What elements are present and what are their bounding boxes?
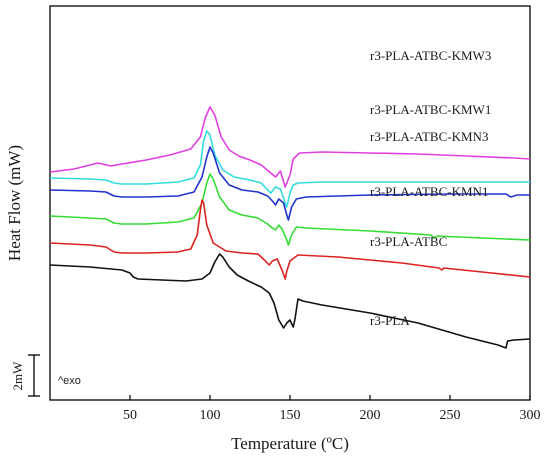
series-line-r3-pla-atbc-kmw1 <box>49 130 530 208</box>
x-tick-label: 100 <box>200 408 221 423</box>
series-label-r3-pla-atbc-kmn1: r3-PLA-ATBC-KMN1 <box>370 184 488 199</box>
scale-bar-label: 2mW <box>10 361 25 391</box>
x-axis-ticks: 50 100 150 200 250 300 <box>123 395 541 423</box>
series-line-r3-pla-atbc-kmn3 <box>49 146 530 221</box>
curves-layer <box>49 106 531 349</box>
series-line-r3-pla-atbc-kmn1 <box>49 173 531 246</box>
plot-frame <box>49 5 531 401</box>
x-axis-title: Temperature (ºC) <box>231 434 349 453</box>
y-axis-title: Heat Flow (mW) <box>5 145 24 261</box>
series-labels-layer: r3-PLA-ATBC-KMW3 r3-PLA-ATBC-KMW1 r3-PLA-A… <box>370 48 491 328</box>
x-tick-label: 200 <box>360 408 381 423</box>
series-label-r3-pla-atbc: r3-PLA-ATBC <box>370 234 447 249</box>
x-tick-label: 300 <box>520 408 541 423</box>
series-label-r3-pla-atbc-kmw1: r3-PLA-ATBC-KMW1 <box>370 102 491 117</box>
series-label-r3-pla: r3-PLA <box>370 313 410 328</box>
scale-bar: 2mW <box>10 354 40 397</box>
series-line-r3-pla-atbc-kmw3 <box>49 106 531 188</box>
x-tick-label: 50 <box>123 408 137 423</box>
exo-label: ^exo <box>58 375 81 387</box>
series-line-r3-pla <box>49 253 531 349</box>
x-tick-label: 250 <box>440 408 461 423</box>
x-tick-label: 150 <box>280 408 301 423</box>
series-label-r3-pla-atbc-kmw3: r3-PLA-ATBC-KMW3 <box>370 48 491 63</box>
series-label-r3-pla-atbc-kmn3: r3-PLA-ATBC-KMN3 <box>370 129 488 144</box>
series-line-r3-pla-atbc <box>49 199 531 280</box>
